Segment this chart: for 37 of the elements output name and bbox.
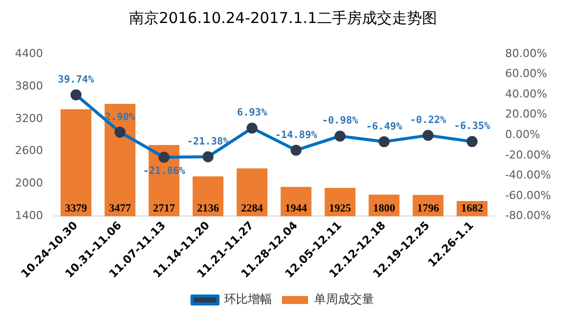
data-label: 3477 [109,202,132,215]
data-label: 1800 [373,202,396,215]
data-label: 39.74% [58,74,94,86]
y2-tick-label: -40.00% [505,168,552,182]
y2-tick-label: -60.00% [505,188,552,202]
data-label: 1682 [461,202,484,215]
data-label: -6.35% [454,121,490,132]
data-label: -0.22% [410,114,446,126]
y-tick-label: 3800 [14,79,43,92]
data-label: -0.98% [322,116,358,127]
data-label: 1925 [329,202,352,215]
y-tick-label: 4400 [14,46,43,60]
data-label: 2284 [241,202,264,215]
legend-label: 环比增幅 [224,292,272,306]
data-label: -14.89% [274,130,318,141]
y2-tick-label: 60.00% [505,67,548,80]
data-label: 6.93% [236,108,268,119]
y2-tick-label: 80.00% [505,46,548,60]
data-label: -6.49% [366,121,402,132]
data-label: 1796 [417,202,440,215]
y-tick-label: 1400 [14,209,43,222]
y2-tick-label: -20.00% [505,148,552,162]
data-label: 3379 [65,202,88,215]
y2-tick-label: -80.00% [505,209,552,222]
y-tick-label: 3200 [14,112,43,125]
y2-tick-label: 0.00% [505,128,540,141]
chart-title: 南京2016.10.24-2017.1.1二手房成交走势图 [128,8,438,27]
data-label: 2717 [153,202,176,215]
y2-tick-label: 40.00% [505,87,548,100]
data-label: 1944 [285,202,308,215]
data-label: 2.90% [104,112,136,123]
y2-tick-label: 20.00% [505,108,548,121]
y-tick-label: 2000 [14,176,43,190]
data-label: -21.38% [186,136,230,148]
data-label: 2136 [197,202,220,215]
y-tick-label: 2600 [14,144,43,158]
legend-label: 单周成交量 [314,292,374,306]
